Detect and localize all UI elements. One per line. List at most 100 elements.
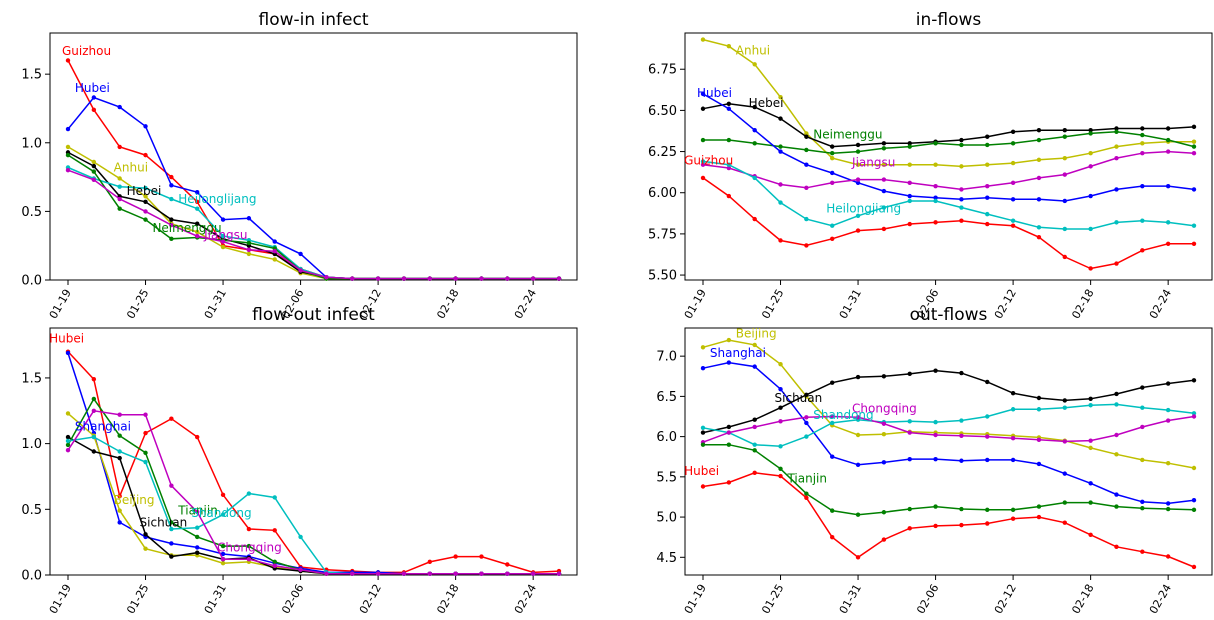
data-point [169, 174, 174, 180]
data-point [220, 557, 226, 562]
data-point [804, 420, 809, 426]
data-point [1088, 438, 1093, 443]
data-point [1140, 385, 1145, 390]
data-point [881, 421, 887, 426]
series-line [67, 352, 559, 575]
series-line [702, 150, 1195, 191]
data-point [143, 546, 148, 551]
data-point [804, 162, 809, 167]
chart-title: flow-out infect [252, 305, 375, 325]
data-point [1062, 172, 1067, 177]
y-tick-label: 6.0 [656, 430, 677, 445]
data-point [117, 508, 122, 513]
x-tick-label: 01-19 [682, 287, 709, 321]
data-point [726, 43, 732, 49]
x-tick-label: 01-19 [47, 582, 74, 616]
series-line [702, 415, 1195, 443]
data-point [91, 107, 97, 113]
data-point [804, 495, 809, 500]
data-point [1140, 151, 1145, 156]
x-tick-label: 02-18 [434, 287, 461, 321]
data-point [907, 221, 912, 227]
data-point [726, 106, 732, 111]
data-point [1114, 391, 1119, 397]
data-point [1036, 461, 1042, 467]
chart-title: in-flows [916, 10, 982, 30]
data-point [907, 371, 912, 377]
y-tick-label: 0.5 [21, 503, 42, 518]
data-point [1140, 506, 1145, 511]
data-point [1062, 134, 1067, 139]
x-tick-label: 01-19 [47, 287, 74, 321]
data-point [1062, 500, 1067, 505]
data-point [933, 195, 938, 200]
data-point [169, 236, 174, 242]
data-point [855, 555, 861, 560]
y-tick-label: 6.25 [648, 145, 677, 160]
data-point [778, 144, 783, 149]
data-point [778, 473, 783, 479]
data-point [91, 434, 97, 440]
data-point [220, 512, 226, 517]
data-point [195, 206, 200, 211]
y-tick-label: 4.5 [656, 551, 677, 566]
x-tick-label: 02-12 [992, 287, 1019, 321]
series-line [67, 169, 559, 280]
series-annotation: Beijing [736, 327, 777, 341]
data-point [195, 550, 200, 555]
data-point [169, 526, 174, 532]
series-annotation: Shandong [191, 506, 251, 520]
data-point [169, 222, 174, 228]
data-point [401, 276, 407, 281]
series-line [703, 131, 1195, 154]
data-point [220, 543, 226, 549]
data-point [752, 448, 757, 453]
series-line [702, 361, 1195, 505]
data-point [143, 124, 148, 129]
data-point [907, 193, 912, 199]
data-point [778, 238, 783, 243]
data-point [505, 276, 510, 281]
data-point [700, 442, 706, 447]
data-point [830, 180, 835, 186]
data-point [700, 345, 706, 350]
series-line [702, 403, 1195, 448]
data-point [375, 276, 381, 281]
data-point [830, 420, 835, 426]
data-point [752, 470, 757, 476]
series-line [67, 409, 559, 575]
series-annotation: Tianjin [177, 504, 218, 518]
data-point [117, 206, 122, 211]
data-point [726, 337, 732, 343]
data-point [117, 433, 122, 438]
data-point [752, 216, 757, 222]
data-point [1114, 402, 1119, 407]
data-point [143, 217, 148, 222]
data-point [907, 162, 912, 167]
data-point [65, 168, 71, 173]
data-point [985, 211, 990, 217]
data-point [1062, 127, 1067, 133]
data-point [117, 104, 122, 110]
series-annotation: Hubei [684, 464, 719, 478]
data-point [246, 216, 252, 221]
data-point [195, 525, 200, 530]
data-point [1191, 465, 1197, 471]
data-point [220, 492, 226, 498]
data-point [1010, 218, 1016, 223]
series-line [702, 339, 1195, 469]
data-point [1010, 160, 1016, 166]
data-point [726, 430, 732, 435]
data-point [65, 447, 71, 453]
data-point [1010, 436, 1016, 441]
data-point [985, 457, 990, 463]
data-point [272, 239, 277, 244]
data-point [195, 229, 200, 235]
data-point [1114, 187, 1119, 192]
data-point [91, 377, 97, 382]
data-point [985, 414, 990, 419]
data-point [1140, 126, 1145, 131]
data-point [985, 379, 990, 385]
data-point [505, 571, 510, 576]
data-point [169, 554, 174, 559]
